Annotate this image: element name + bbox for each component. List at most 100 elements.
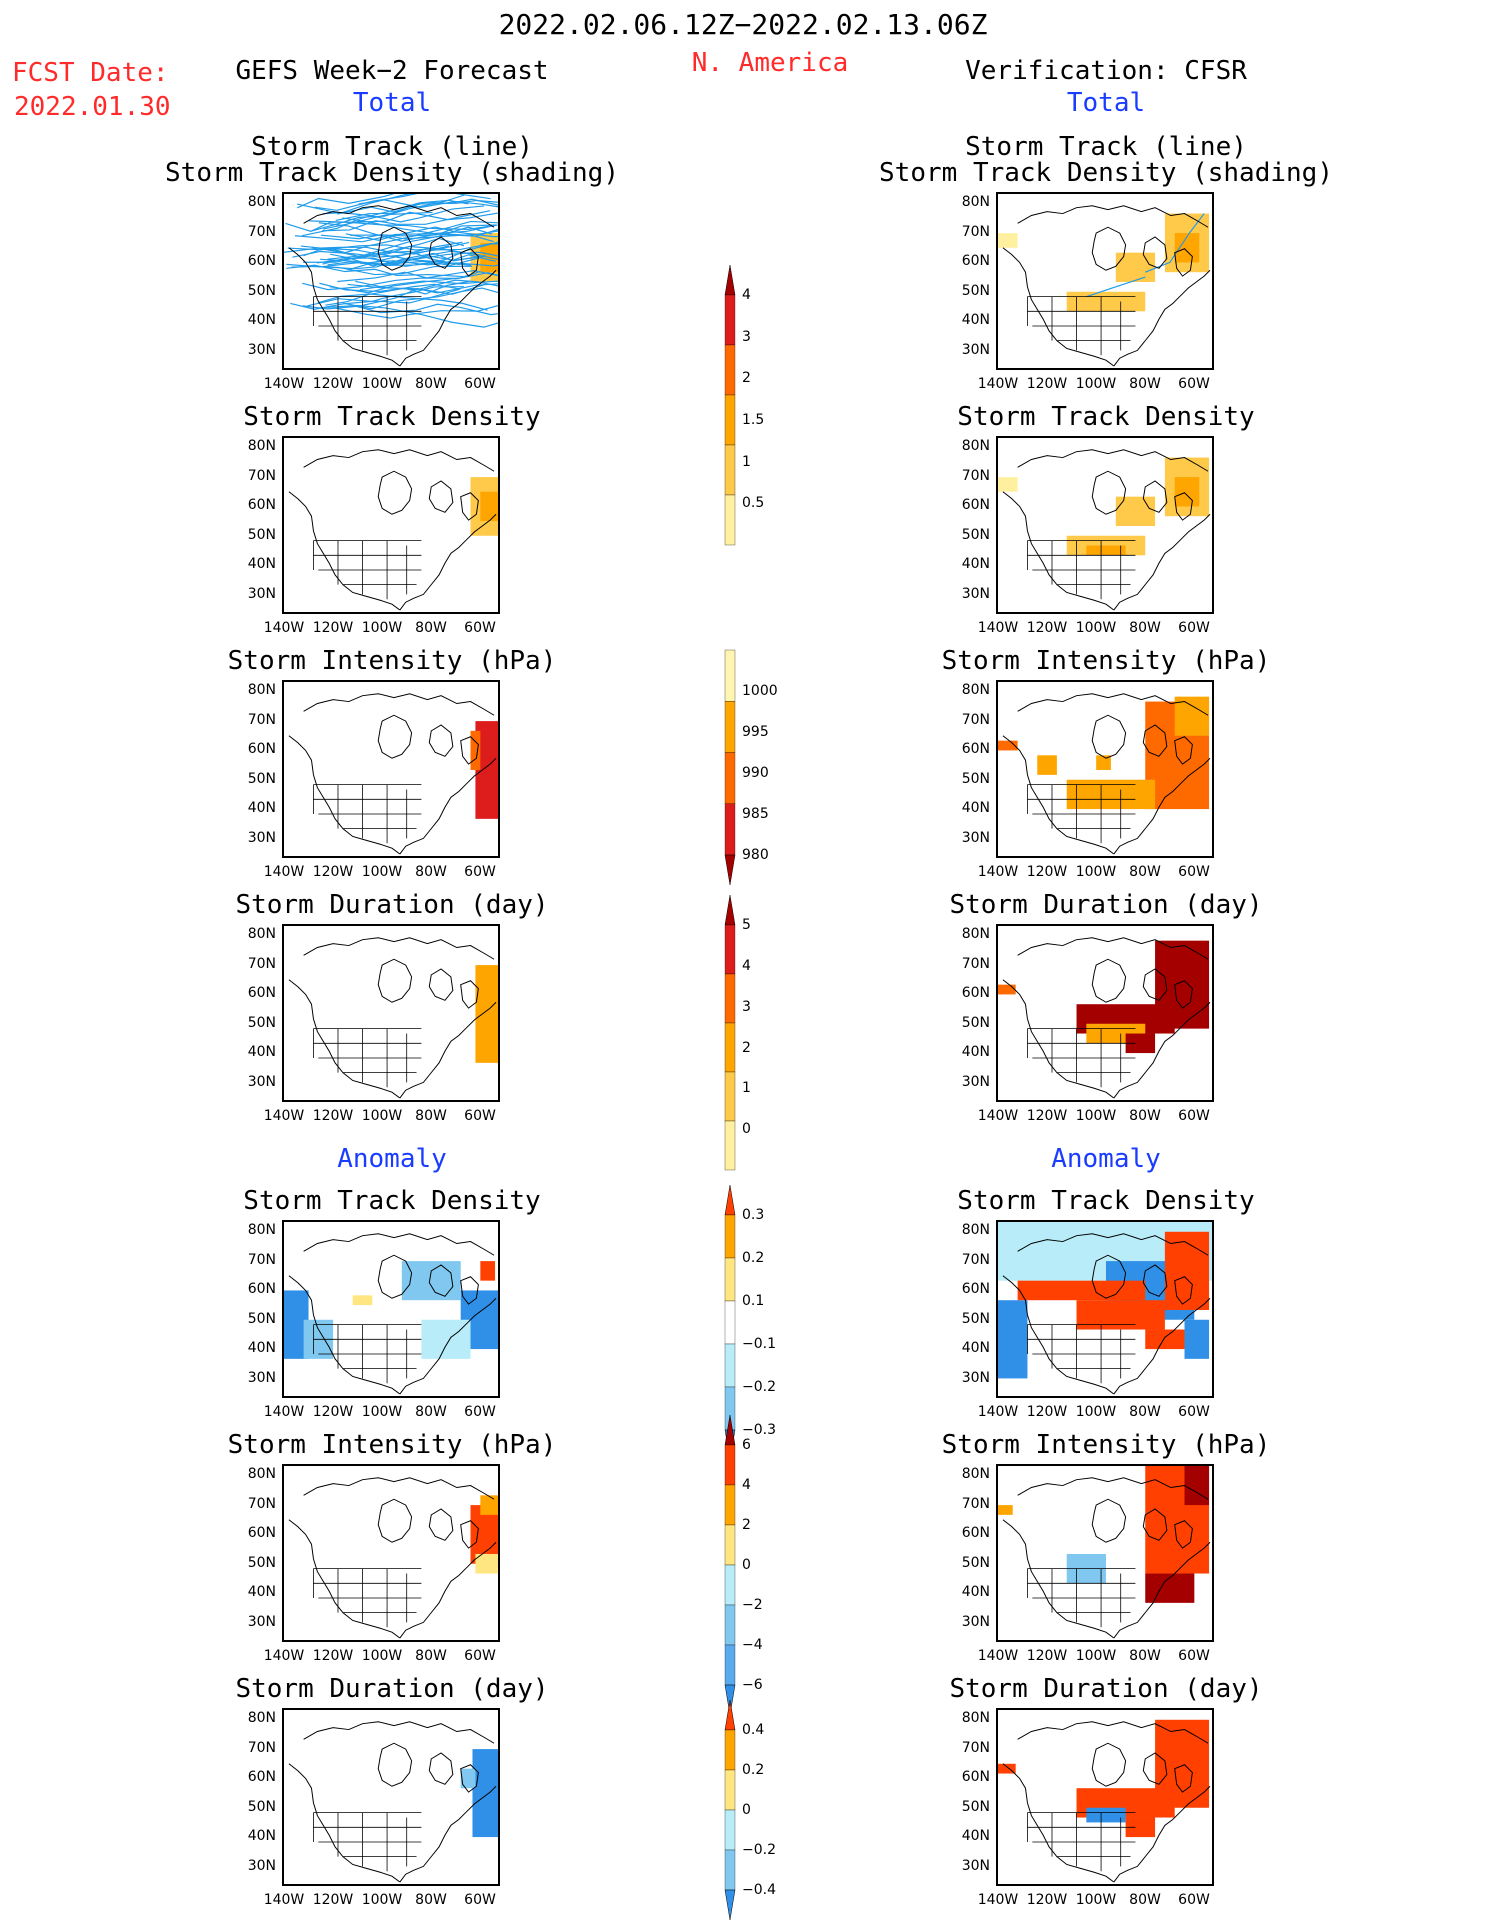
shading-cell <box>1076 1300 1165 1330</box>
coastline <box>1017 937 1209 960</box>
coastline <box>377 1742 413 1787</box>
date-range-title: 2022.02.06.12Z−2022.02.13.06Z <box>498 8 988 41</box>
colorbar-tip <box>724 1414 736 1446</box>
lat-tick-label: 60N <box>961 497 990 513</box>
coastline <box>1017 205 1209 228</box>
colorbar-label: 1 <box>742 1080 751 1097</box>
storm-track-line <box>294 224 498 243</box>
map-panel-intensity-cfsr <box>996 680 1214 858</box>
storm-track-line <box>291 265 472 276</box>
map-panel-adensity-cfsr <box>996 1220 1214 1398</box>
right-anomaly-subtitle: Anomaly <box>1051 1144 1161 1174</box>
colorbar-segment <box>724 1729 736 1771</box>
lon-tick-label: 140W <box>977 1108 1019 1124</box>
lat-tick-label: 60N <box>247 1769 276 1785</box>
colorbar-label: 1.5 <box>742 412 765 428</box>
lat-tick-label: 30N <box>961 1613 990 1630</box>
fcst-date-label: FCST Date: <box>12 58 169 88</box>
colorbar-segment <box>724 1769 736 1811</box>
lat-tick-label: 80N <box>961 1466 990 1482</box>
lat-tick-label: 40N <box>961 1828 990 1844</box>
panel-title: Storm Track Density <box>957 402 1255 432</box>
lon-tick-label: 100W <box>361 864 403 880</box>
lon-tick-label: 60W <box>464 1892 496 1908</box>
lon-tick-label: 120W <box>312 376 354 392</box>
shading-cell <box>998 1300 1028 1379</box>
shading-cell <box>1017 1280 1146 1301</box>
colorbar-tip <box>724 1184 736 1216</box>
storm-track-line <box>297 194 395 209</box>
panel-title: Storm Intensity (hPa) <box>227 646 557 676</box>
shading-cell <box>1086 545 1126 556</box>
colorbar-segment <box>724 649 736 702</box>
coastline <box>1002 1519 1115 1639</box>
storm-track-line <box>360 260 498 267</box>
lat-tick-label: 30N <box>961 1857 990 1874</box>
colorbar-tip <box>724 854 736 886</box>
colorbar-label: 0.2 <box>742 1250 765 1266</box>
lon-tick-label: 100W <box>1075 1892 1117 1908</box>
colorbar-label: 985 <box>742 806 769 822</box>
lat-tick-label: 80N <box>247 438 276 454</box>
lon-tick-label: 140W <box>263 620 305 636</box>
coastline <box>428 968 454 1001</box>
panel-title: Storm Duration (day) <box>235 890 549 920</box>
shading-cell <box>998 233 1018 248</box>
panel-title: Storm Duration (day) <box>235 1674 549 1704</box>
lat-tick-label: 40N <box>961 1044 990 1060</box>
lat-tick-label: 60N <box>247 741 276 757</box>
lat-tick-label: 40N <box>247 800 276 816</box>
shading-cell <box>1125 1817 1156 1838</box>
lat-tick-label: 30N <box>247 1857 276 1874</box>
colorbar-segment <box>724 394 736 446</box>
lon-tick-label: 120W <box>1026 1892 1068 1908</box>
lon-tick-label: 80W <box>1129 864 1161 880</box>
coastline <box>288 1275 401 1395</box>
map-panel-intensity-gefs <box>282 680 500 858</box>
lon-tick-label: 80W <box>415 1892 447 1908</box>
lon-tick-label: 120W <box>1026 864 1068 880</box>
shading-cell <box>1066 779 1156 810</box>
lon-tick-label: 140W <box>977 1892 1019 1908</box>
lat-tick-label: 60N <box>247 1525 276 1541</box>
lon-tick-label: 80W <box>415 376 447 392</box>
coastline <box>288 247 401 367</box>
storm-track-line <box>325 283 461 306</box>
colorbar-label: 980 <box>742 847 769 863</box>
shading-cell <box>421 1319 471 1359</box>
lat-tick-label: 60N <box>961 741 990 757</box>
colorbar-segment <box>724 973 736 1024</box>
lon-tick-label: 120W <box>312 620 354 636</box>
coastline <box>377 958 413 1003</box>
panel-title: Storm Intensity (hPa) <box>941 1430 1271 1460</box>
shading-cell <box>1096 755 1111 770</box>
colorbar-density-anom <box>724 1184 805 1464</box>
lon-tick-label: 140W <box>263 1892 305 1908</box>
colorbar-label: −4 <box>742 1637 763 1653</box>
lat-tick-label: 30N <box>247 585 276 602</box>
lon-tick-label: 120W <box>1026 1404 1068 1420</box>
coastline <box>1017 693 1209 716</box>
coastline <box>1002 491 1115 611</box>
coastline <box>460 736 479 765</box>
coastline <box>1174 492 1193 521</box>
lon-tick-label: 60W <box>1178 1648 1210 1664</box>
coastline <box>1017 449 1209 472</box>
lat-tick-label: 80N <box>247 1222 276 1238</box>
coastline <box>303 1721 495 1744</box>
colorbar-label: 990 <box>742 765 769 781</box>
coastline <box>1142 1508 1168 1541</box>
storm-track-line <box>327 226 493 260</box>
lon-tick-label: 60W <box>1178 1404 1210 1420</box>
lon-tick-label: 80W <box>1129 1108 1161 1124</box>
shading-cell <box>475 965 498 1063</box>
panel-title: Storm Track Density <box>957 1186 1255 1216</box>
lon-tick-label: 80W <box>415 1108 447 1124</box>
colorbar-segment <box>724 1257 736 1302</box>
colorbar-segment <box>724 1849 736 1891</box>
shading-cell <box>480 1261 496 1281</box>
shading-cell <box>1145 1573 1195 1603</box>
coastline <box>303 449 495 472</box>
colorbar-label: 5 <box>742 917 751 933</box>
colorbar-label: 0.3 <box>742 1207 765 1223</box>
